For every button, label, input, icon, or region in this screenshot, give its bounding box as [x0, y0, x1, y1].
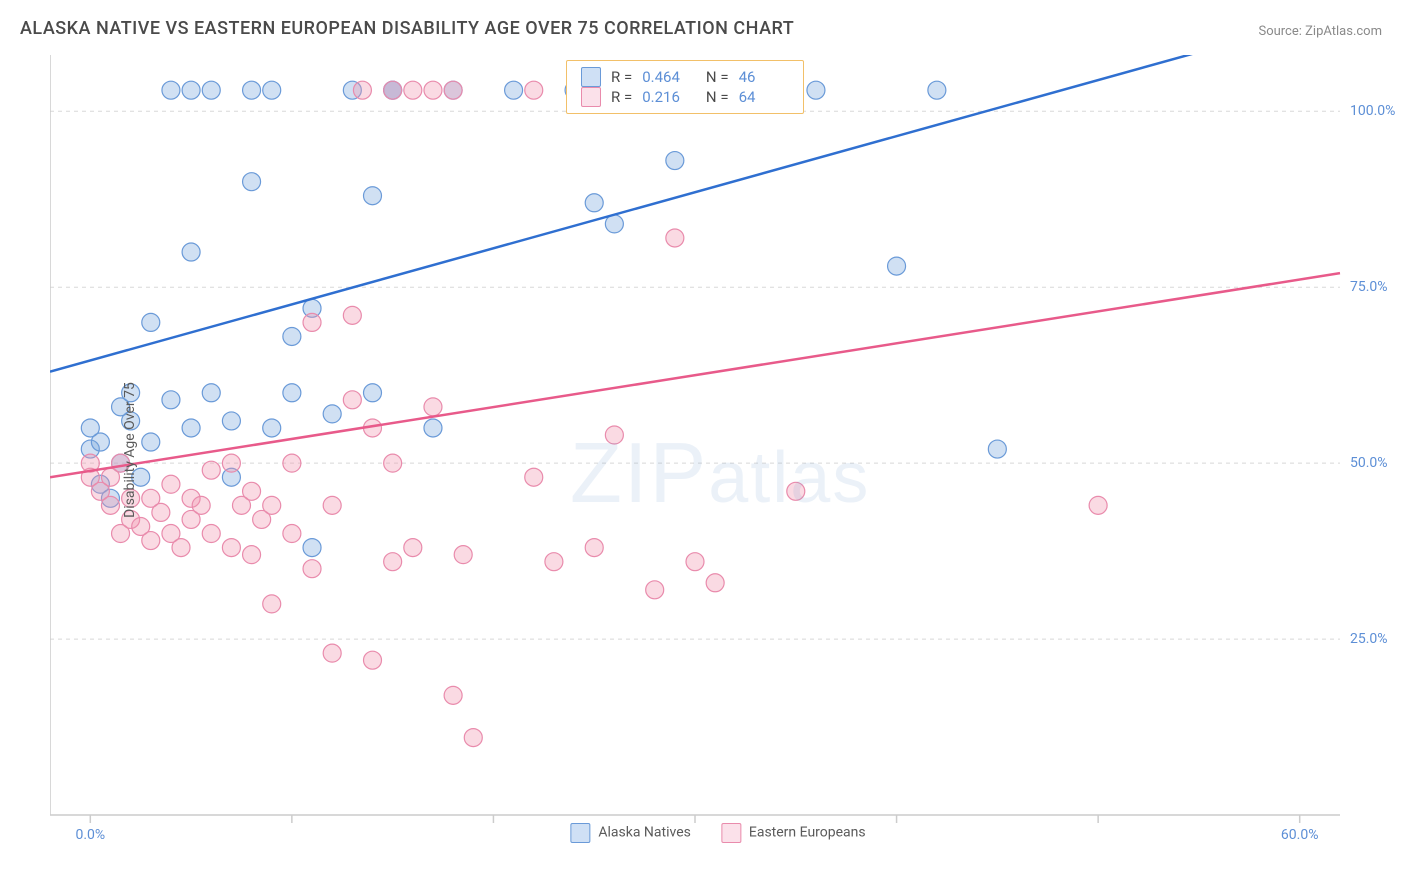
legend-item: Alaska Natives [570, 823, 691, 843]
y-tick-label: 25.0% [1350, 631, 1388, 647]
y-tick-label: 100.0% [1350, 103, 1395, 119]
correlation-stats-box: R = 0.464 N = 46R = 0.216 N = 64 [566, 60, 804, 114]
source-attribution: Source: ZipAtlas.com [1258, 24, 1382, 39]
legend-item: Eastern Europeans [721, 823, 866, 843]
y-tick-label: 50.0% [1350, 455, 1388, 471]
y-tick-label: 75.0% [1350, 279, 1388, 295]
stats-row: R = 0.464 N = 46 [581, 67, 789, 87]
y-axis-label: Disability Age Over 75 [122, 382, 138, 518]
stats-row: R = 0.216 N = 64 [581, 87, 789, 107]
chart-title: ALASKA NATIVE VS EASTERN EUROPEAN DISABI… [20, 18, 794, 39]
x-tick-label: 60.0% [1281, 827, 1319, 843]
x-tick-label: 0.0% [75, 827, 105, 843]
scatter-chart-svg [50, 55, 1386, 845]
bottom-legend: Alaska Natives Eastern Europeans [570, 823, 865, 843]
plot-area: Disability Age Over 75 ZIPatlas R = 0.46… [50, 55, 1386, 845]
